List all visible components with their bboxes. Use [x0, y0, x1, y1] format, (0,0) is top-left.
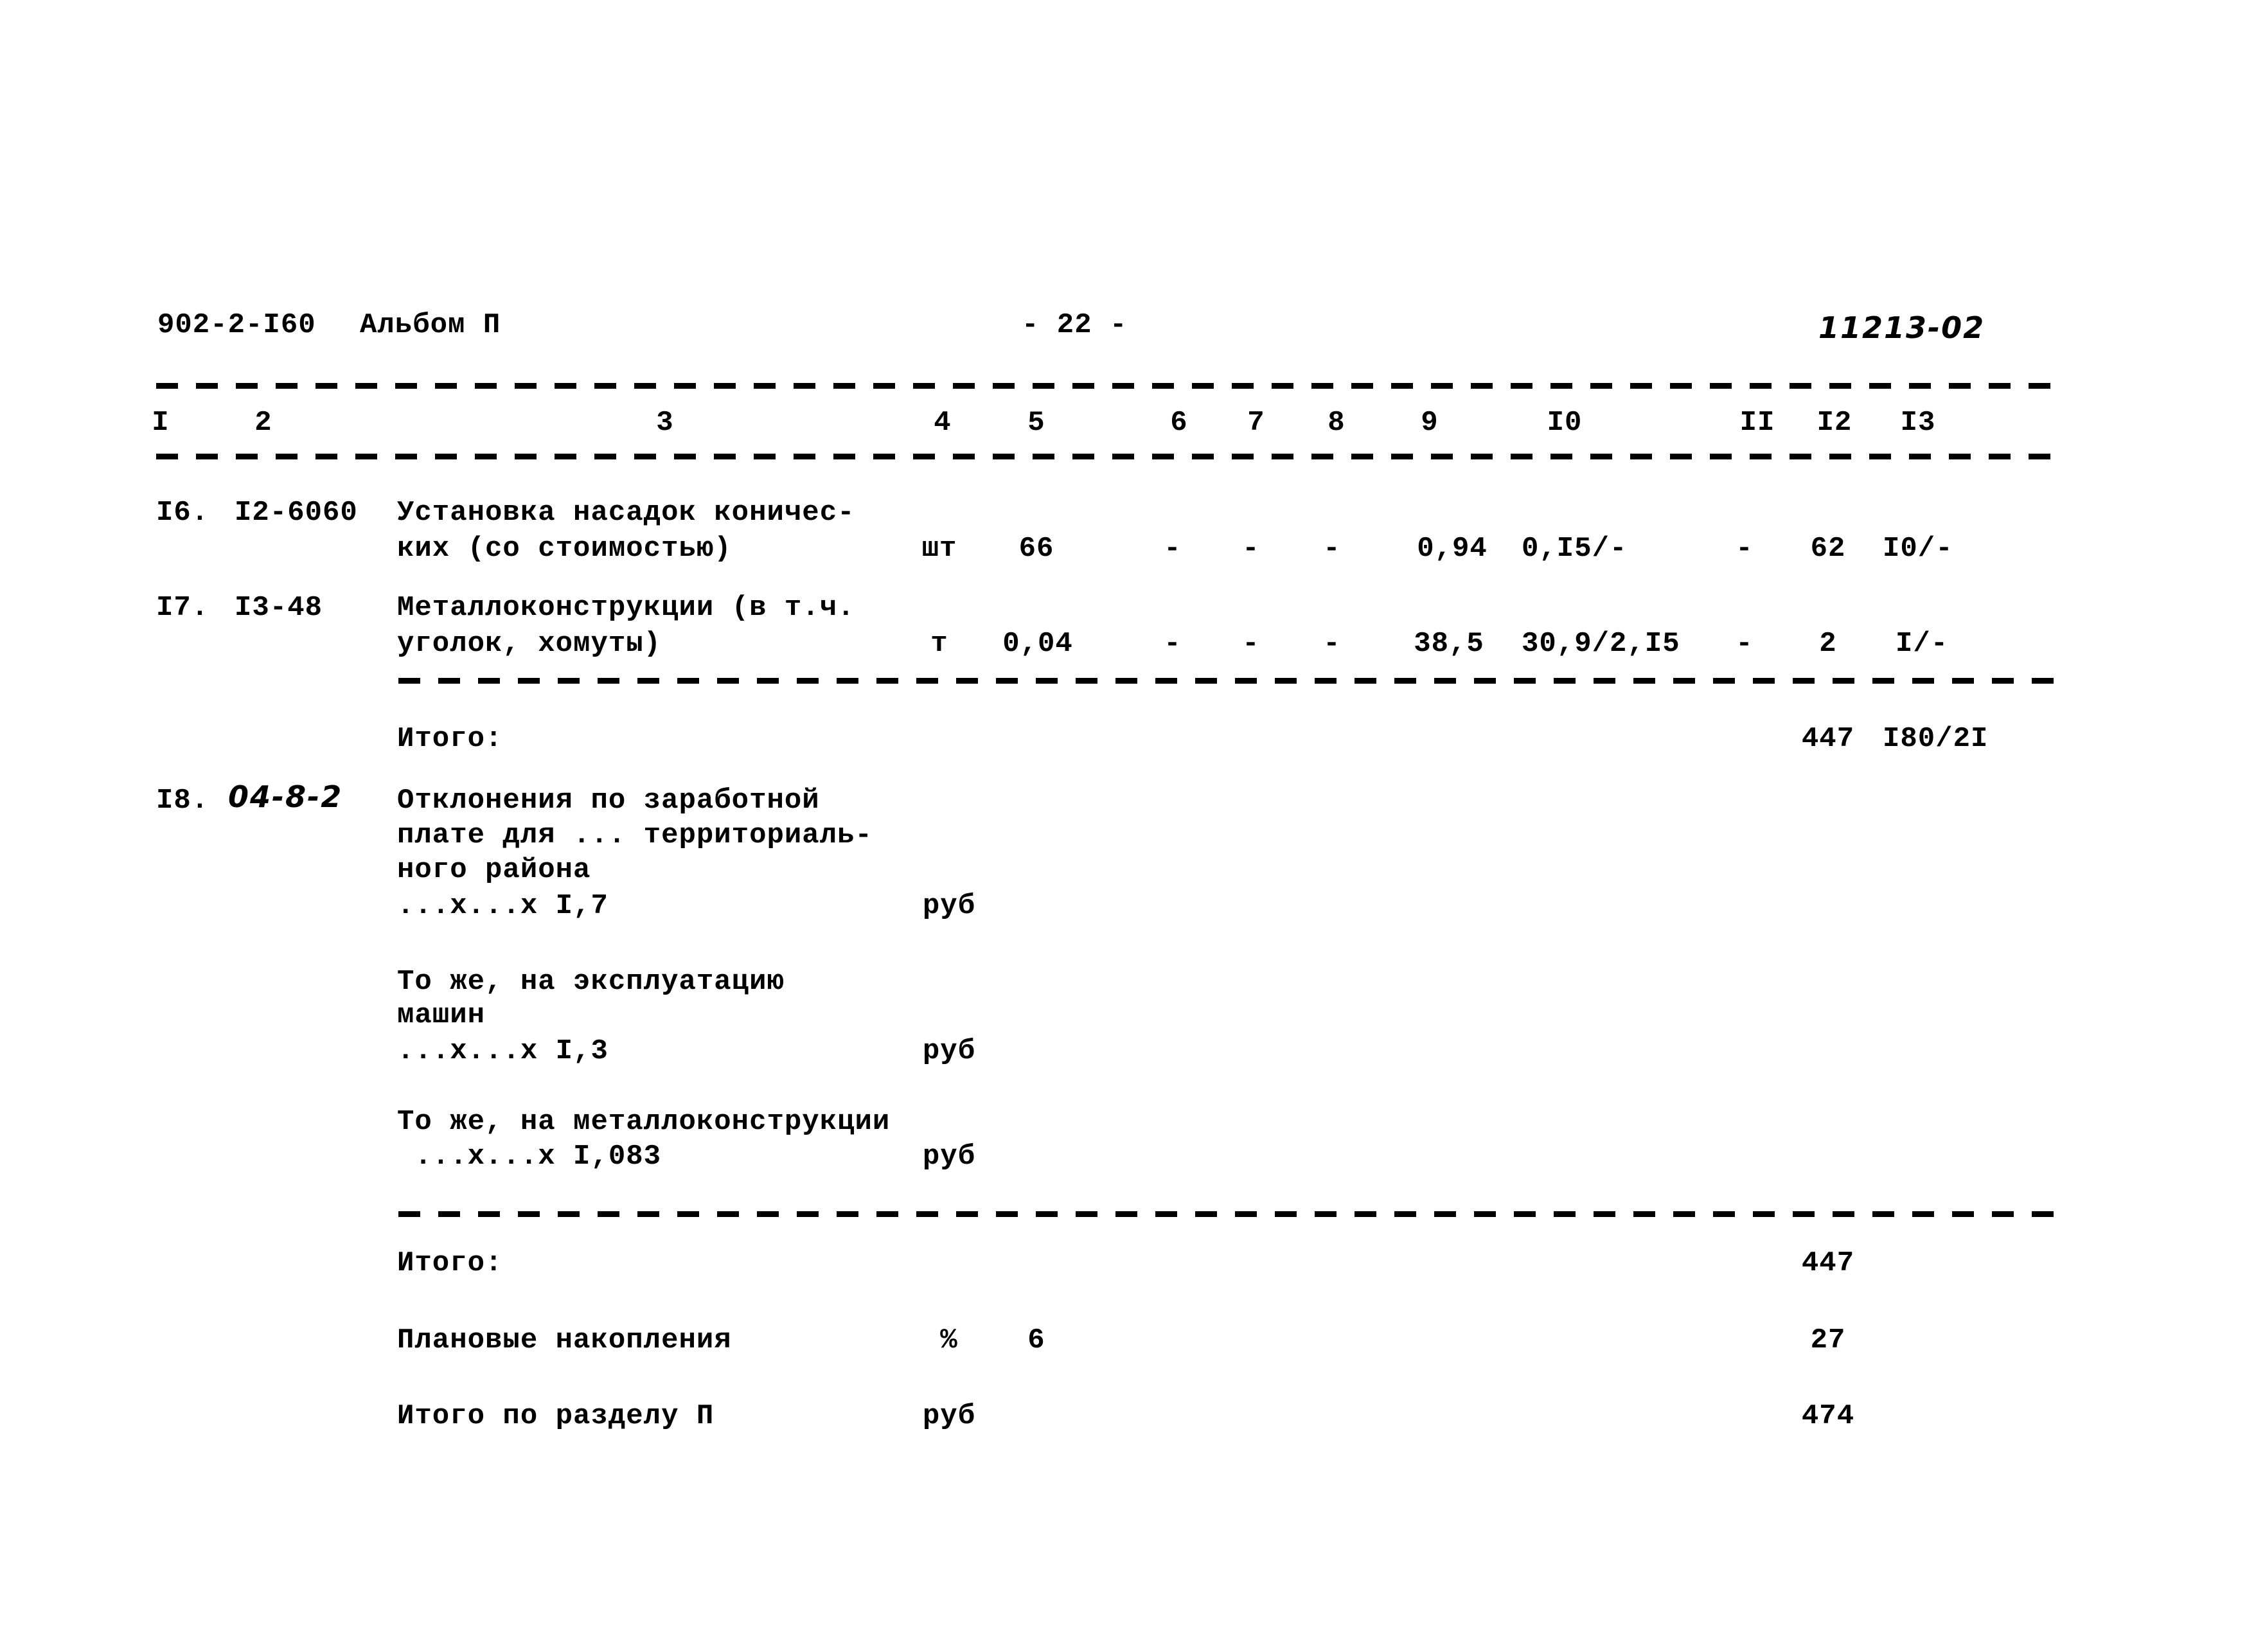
row-18b-formula: ...х...х I,083	[397, 1141, 662, 1173]
subtotal-col13: I80/2I	[1883, 723, 1989, 755]
row-17-code: I3-48	[235, 592, 323, 624]
column-header-1: I	[152, 407, 170, 439]
row-18-code-handwritten: 04-8-2	[228, 779, 343, 814]
row-18-formula: ...х...х I,7	[397, 890, 608, 922]
column-header-3: 3	[656, 407, 674, 439]
subtotal-label: Итого:	[397, 723, 503, 755]
column-header-12: I2	[1816, 407, 1852, 439]
row-18-number: I8.	[156, 785, 209, 817]
row-17-col13: I/-	[1896, 628, 1949, 660]
rule-after-row17	[398, 678, 2055, 684]
row-16-col11: -	[1736, 533, 1754, 565]
row-16-unit: шт	[921, 533, 957, 565]
row-17-unit: т	[930, 628, 948, 660]
row-16-quantity: 66	[1018, 533, 1054, 565]
footer-row-2-label: Итого по разделу П	[397, 1400, 715, 1432]
document-code: 902-2-I60	[157, 309, 316, 341]
row-16-col9: 0,94	[1417, 533, 1488, 565]
footer-row-0-label: Итого:	[397, 1247, 503, 1279]
column-header-9: 9	[1421, 407, 1439, 439]
album-label: Альбом П	[360, 309, 501, 341]
footer-row-2-unit: руб	[922, 1400, 976, 1432]
row-17-col11: -	[1736, 628, 1754, 660]
footer-row-0-value: 447	[1801, 1247, 1855, 1279]
row-18a-formula: ...х...х I,3	[397, 1035, 608, 1067]
row-18-name-line3: ного района	[397, 854, 591, 886]
row-16-name-line2: ких (со стоимостью)	[397, 533, 732, 565]
row-18-name-line1: Отклонения по заработной	[397, 785, 820, 817]
row-17-col6: -	[1164, 628, 1182, 660]
row-16-col8: -	[1323, 533, 1341, 565]
row-18-unit: руб	[922, 890, 976, 922]
column-header-4: 4	[934, 407, 952, 439]
row-18b-name-line1: То же, на металлоконструкции	[397, 1106, 891, 1138]
column-header-6: 6	[1170, 407, 1188, 439]
footer-row-1-value: 27	[1810, 1324, 1846, 1356]
row-17-name-line1: Металлоконструкции (в т.ч.	[397, 592, 855, 624]
row-17-col9: 38,5	[1414, 628, 1484, 660]
row-18-name-line2: плате для ... территориаль-	[397, 819, 873, 851]
row-18a-name-line1: То же, на эксплуатацию	[397, 966, 785, 998]
row-16-col10: 0,I5/-	[1522, 533, 1628, 565]
handwritten-archive-code: 11213-02	[1818, 310, 1985, 345]
column-header-7: 7	[1247, 407, 1265, 439]
row-17-col10: 30,9/2,I5	[1522, 628, 1680, 660]
row-16-number: I6.	[156, 497, 209, 529]
footer-row-1-label: Плановые накопления	[397, 1324, 732, 1356]
row-16-col6: -	[1164, 533, 1182, 565]
footer-row-1-quantity: 6	[1027, 1324, 1045, 1356]
column-header-5: 5	[1027, 407, 1045, 439]
column-header-8: 8	[1328, 407, 1346, 439]
rule-top	[156, 383, 2055, 389]
column-header-11: II	[1739, 407, 1775, 439]
page-number: - 22 -	[1022, 309, 1128, 341]
row-17-quantity: 0,04	[1002, 628, 1073, 660]
footer-row-1-unit: %	[940, 1324, 958, 1356]
column-header-10: I0	[1547, 407, 1583, 439]
column-header-2: 2	[254, 407, 272, 439]
row-16-name-line1: Установка насадок коничес-	[397, 497, 855, 529]
row-17-col8: -	[1323, 628, 1341, 660]
row-17-col12: 2	[1819, 628, 1837, 660]
row-17-col7: -	[1242, 628, 1260, 660]
footer-row-2-value: 474	[1801, 1400, 1855, 1432]
subtotal-col12: 447	[1801, 723, 1855, 755]
row-18b-unit: руб	[922, 1141, 976, 1173]
row-17-number: I7.	[156, 592, 209, 624]
rule-before-final-total	[398, 1211, 2055, 1217]
rule-under-colheaders	[156, 454, 2055, 459]
row-16-code: I2-6060	[235, 497, 358, 529]
column-header-13: I3	[1900, 407, 1936, 439]
row-16-col13: I0/-	[1883, 533, 1953, 565]
row-16-col7: -	[1242, 533, 1260, 565]
row-17-name-line2: уголок, хомуты)	[397, 628, 662, 660]
row-18a-name-line2: машин	[397, 999, 486, 1031]
row-18a-unit: руб	[922, 1035, 976, 1067]
row-16-col12: 62	[1810, 533, 1846, 565]
